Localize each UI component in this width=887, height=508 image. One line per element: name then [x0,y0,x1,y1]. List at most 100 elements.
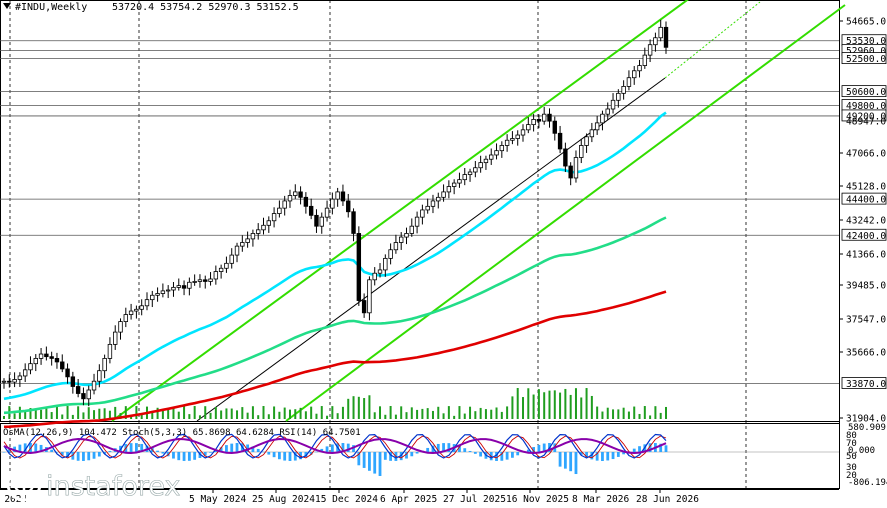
osma-bar [442,443,445,452]
osma-bar [495,452,498,461]
volume-bar [585,388,588,419]
osma-bar [473,452,477,454]
volume-bar [463,413,466,419]
volume-bar [299,407,302,419]
osma-bar [638,446,641,452]
volume-bar [368,395,371,419]
candle-body [1,380,7,383]
volume-bar [347,398,350,419]
osc-axis-label: 20 [846,471,857,481]
candle-body [113,331,118,345]
volume-bar [209,412,212,419]
candle-body [213,271,219,280]
volume-bar [135,406,138,419]
oscillator-panel [0,433,839,476]
candle-body [605,108,610,115]
candle-body [478,162,483,169]
candle-body [218,267,224,272]
symbol-triangle-icon[interactable] [3,3,11,9]
osma-bar [664,445,668,452]
candle-body [107,343,113,359]
volume-bar [474,411,477,419]
volume-bar [384,414,387,419]
volume-bar [114,406,117,419]
volume-bar [288,409,291,419]
osma-bar [23,443,27,452]
candle-body [330,198,335,209]
osma-bar [595,452,599,461]
osma-bar [463,448,467,452]
candle-body [282,200,287,209]
chart-header: #INDU,Weekly 53720.4 53754.2 52970.3 531… [3,2,299,13]
volume-bar [548,390,551,419]
volume-bar [304,411,307,419]
candle-body [520,129,526,136]
level-lines [0,40,839,384]
candle-body [494,150,499,156]
candle-body [451,182,457,187]
candle-body [462,174,467,181]
volume-bar [553,390,556,419]
candle-body [187,281,192,289]
volume-bar [633,406,636,419]
volume-bar [458,406,461,419]
candle-body [515,134,520,139]
candle-body [388,249,393,259]
candle-body [510,138,515,141]
osma-bar [177,452,181,461]
candle-body [393,242,399,251]
osma-bar [293,452,297,461]
volume-bar [183,406,186,419]
candle-body [308,205,314,216]
x-tick-label: 25 Aug 2024 [252,494,315,505]
osma-bar [468,450,472,452]
y-tick-label: 37547.0 [846,315,886,326]
osma-bar [87,452,91,461]
volume-bar [273,406,276,419]
candle-body [647,44,653,56]
level-label-box [841,52,887,65]
candle-body [552,120,557,134]
volume-bar [40,409,43,419]
candle-body [86,389,91,400]
volume-bar [34,409,37,419]
osma-bar [373,452,377,474]
volume-bar [326,415,329,419]
x-tick-label-partial: 7 Jan 2024 [0,494,27,505]
volume-bar [617,409,620,419]
candle-body [457,179,462,184]
osma-bar [277,452,281,460]
osma-bar [283,452,287,461]
y-tick-label: 41366.0 [846,250,886,261]
candle-body [303,196,309,207]
osc-axis-label: 70 [846,439,857,449]
level-label: 42400.0 [846,231,886,242]
osma-bar [161,452,165,454]
osma-bar [563,452,567,469]
main-plot-frame [0,0,840,422]
candle-body [49,356,54,359]
x-tick-label: 6 Apr 2025 [380,494,437,505]
candle-body [579,145,584,158]
osma-bar [405,452,408,459]
candle-body [383,257,388,271]
volume-bar [3,416,5,419]
candle-body [160,290,166,294]
level-label: 52960.0 [846,46,886,57]
osma-bar [611,452,615,460]
volume-bar [400,406,403,419]
osc-axis-label: -806.194 [848,478,887,488]
osma-bar [330,444,334,452]
y-tick-label: 48947.0 [846,116,886,127]
volume-bar [373,412,376,419]
candle-body [483,158,489,164]
volume-bar [214,407,217,419]
volume-bar [188,414,191,419]
volume-bar [516,388,519,419]
candle-body [171,286,176,291]
y-tick-label: 45128.0 [846,182,886,193]
volume-bar [559,392,562,419]
candle-body [102,358,107,372]
